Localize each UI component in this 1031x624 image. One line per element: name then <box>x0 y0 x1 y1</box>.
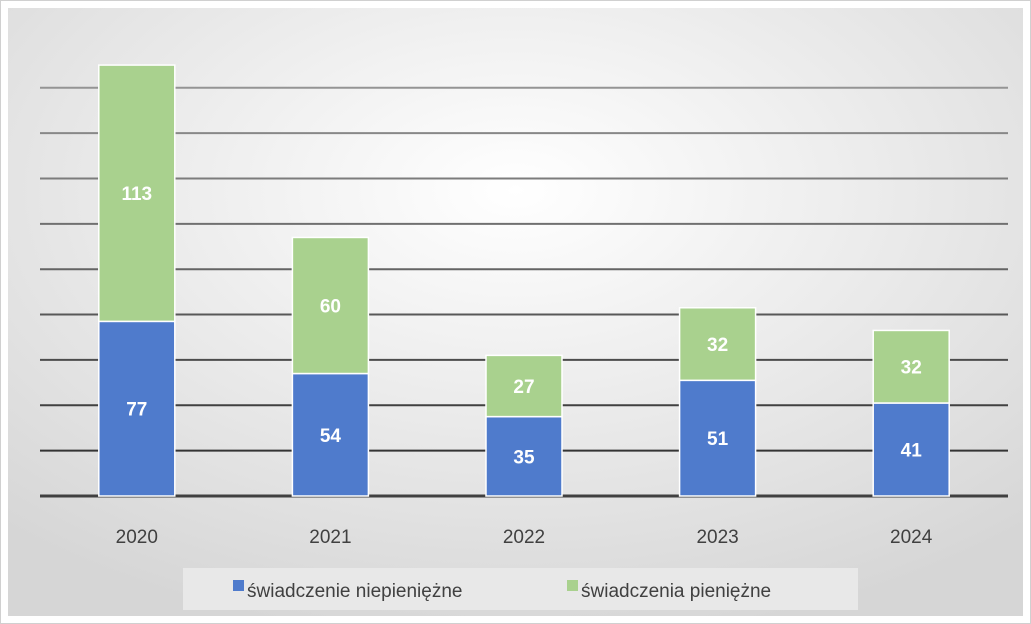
data-label: 51 <box>707 429 729 450</box>
x-tick-label: 2024 <box>890 527 933 548</box>
data-label: 54 <box>320 426 342 447</box>
chart-background <box>8 8 1023 616</box>
data-label: 113 <box>121 184 152 205</box>
data-label: 60 <box>320 297 341 318</box>
legend-box <box>183 568 858 610</box>
bar-segment <box>291 236 370 375</box>
bar-segment <box>678 307 757 382</box>
legend-label: świadczenie niepieniężne <box>247 581 462 602</box>
bar-segment <box>485 415 563 497</box>
bar-segment <box>98 64 176 323</box>
bar-segment <box>872 329 950 404</box>
x-tick-label: 2023 <box>696 527 738 548</box>
bar-segment <box>872 402 950 497</box>
legend-label: świadczenia pieniężne <box>581 581 771 602</box>
x-tick-label: 2020 <box>116 527 158 548</box>
legend-swatch <box>233 580 244 591</box>
x-tick-label: 2022 <box>503 527 545 548</box>
data-label: 35 <box>513 447 535 468</box>
x-tick-label: 2021 <box>309 527 351 548</box>
bar-segment <box>291 372 370 497</box>
bar-segment <box>678 379 757 497</box>
bar-segment <box>485 354 563 418</box>
data-label: 41 <box>901 441 923 462</box>
bar-segment <box>98 320 176 497</box>
data-label: 32 <box>707 335 728 356</box>
data-label: 77 <box>126 400 147 421</box>
data-label: 27 <box>513 377 534 398</box>
data-label: 32 <box>901 358 922 379</box>
legend-swatch <box>567 580 578 591</box>
